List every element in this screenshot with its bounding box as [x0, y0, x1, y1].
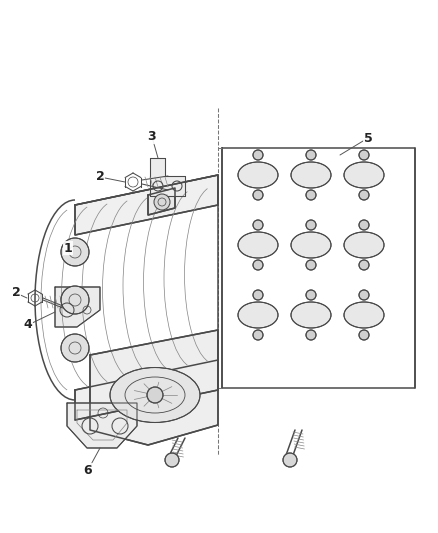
Polygon shape	[55, 287, 100, 327]
Polygon shape	[90, 330, 218, 445]
Circle shape	[306, 220, 316, 230]
Text: 3: 3	[148, 131, 156, 143]
Polygon shape	[75, 175, 218, 235]
Ellipse shape	[291, 162, 331, 188]
Circle shape	[253, 220, 263, 230]
Circle shape	[61, 286, 89, 314]
Circle shape	[359, 330, 369, 340]
Circle shape	[306, 330, 316, 340]
Ellipse shape	[344, 162, 384, 188]
Circle shape	[359, 220, 369, 230]
Circle shape	[359, 150, 369, 160]
Circle shape	[253, 330, 263, 340]
Ellipse shape	[238, 162, 278, 188]
Circle shape	[165, 453, 179, 467]
Circle shape	[147, 387, 163, 403]
Circle shape	[359, 190, 369, 200]
Text: 2: 2	[95, 171, 104, 183]
Circle shape	[253, 150, 263, 160]
Text: 4: 4	[24, 319, 32, 332]
Circle shape	[61, 334, 89, 362]
Circle shape	[253, 290, 263, 300]
Circle shape	[154, 194, 170, 210]
Polygon shape	[150, 158, 185, 196]
Circle shape	[283, 453, 297, 467]
Circle shape	[253, 260, 263, 270]
Text: 6: 6	[84, 464, 92, 477]
Circle shape	[306, 290, 316, 300]
Polygon shape	[67, 403, 137, 448]
Polygon shape	[148, 188, 175, 215]
Text: 1: 1	[64, 241, 72, 254]
Circle shape	[306, 190, 316, 200]
Ellipse shape	[238, 302, 278, 328]
Ellipse shape	[291, 302, 331, 328]
Ellipse shape	[344, 232, 384, 258]
Circle shape	[61, 238, 89, 266]
Circle shape	[359, 290, 369, 300]
Polygon shape	[75, 360, 218, 420]
Ellipse shape	[110, 367, 200, 423]
Text: 5: 5	[364, 132, 372, 144]
Text: 2: 2	[12, 287, 21, 300]
Ellipse shape	[291, 232, 331, 258]
Circle shape	[306, 150, 316, 160]
Circle shape	[359, 260, 369, 270]
Ellipse shape	[238, 232, 278, 258]
Circle shape	[306, 260, 316, 270]
Ellipse shape	[344, 302, 384, 328]
Circle shape	[253, 190, 263, 200]
